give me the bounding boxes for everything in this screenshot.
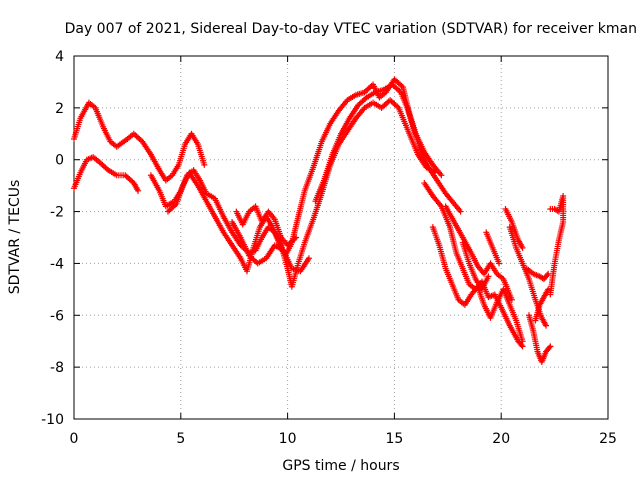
axis-ticks: 0 5 10 15 20 25 -10 -8 -6 -4 -2 0 2 4	[41, 49, 617, 447]
data-point	[305, 255, 312, 262]
y-tick-label: -6	[50, 308, 64, 324]
series-track-16	[502, 205, 526, 251]
chart-title: Day 007 of 2021, Sidereal Day-to-day VTE…	[65, 21, 637, 37]
y-tick-label: -10	[41, 412, 64, 428]
data-point	[545, 286, 552, 293]
x-tick-label: 25	[599, 431, 617, 447]
series-track-17	[483, 229, 503, 267]
x-tick-label: 5	[176, 431, 185, 447]
data-marks	[71, 76, 567, 365]
y-tick-label: -8	[50, 360, 64, 376]
data-point	[546, 344, 553, 351]
series-track-2	[71, 154, 142, 194]
x-tick-label: 20	[492, 431, 510, 447]
data-point	[201, 161, 208, 168]
y-tick-label: 0	[55, 153, 64, 169]
series-track-14	[523, 265, 552, 282]
data-point	[457, 208, 464, 215]
data-point	[508, 296, 515, 303]
y-tick-label: 2	[55, 101, 64, 117]
series-track-12	[506, 224, 550, 329]
data-point	[518, 342, 525, 349]
grid	[74, 56, 608, 419]
data-point	[293, 234, 300, 241]
data-point	[547, 343, 554, 350]
plot-frame	[73, 55, 609, 420]
series-track-5	[229, 218, 312, 275]
series-track-7	[312, 81, 464, 215]
data-point	[438, 172, 445, 179]
x-tick-label: 0	[70, 431, 79, 447]
series-track-18	[547, 193, 567, 298]
x-axis-label: GPS time / hours	[282, 458, 399, 474]
series-track-10	[442, 203, 515, 303]
y-tick-label: -2	[50, 205, 64, 221]
data-point	[544, 272, 551, 279]
y-tick-label: 4	[55, 49, 64, 65]
series-track-6	[233, 203, 300, 249]
data-point	[485, 273, 492, 280]
series-track-1	[71, 99, 208, 184]
data-point	[519, 244, 526, 251]
y-axis-label: SDTVAR / TECUs	[7, 180, 23, 295]
series-track-13	[525, 312, 554, 365]
data-point	[519, 343, 526, 350]
y-tick-label: -4	[50, 256, 64, 272]
data-point	[135, 187, 142, 194]
data-point	[496, 260, 503, 267]
data-point	[543, 322, 550, 329]
series-track-8	[421, 180, 526, 350]
series-track-11	[459, 239, 492, 293]
x-tick-label: 15	[385, 431, 403, 447]
data-point	[547, 205, 554, 212]
data-point	[519, 338, 526, 345]
x-tick-label: 10	[279, 431, 297, 447]
series-track-9	[429, 224, 526, 345]
